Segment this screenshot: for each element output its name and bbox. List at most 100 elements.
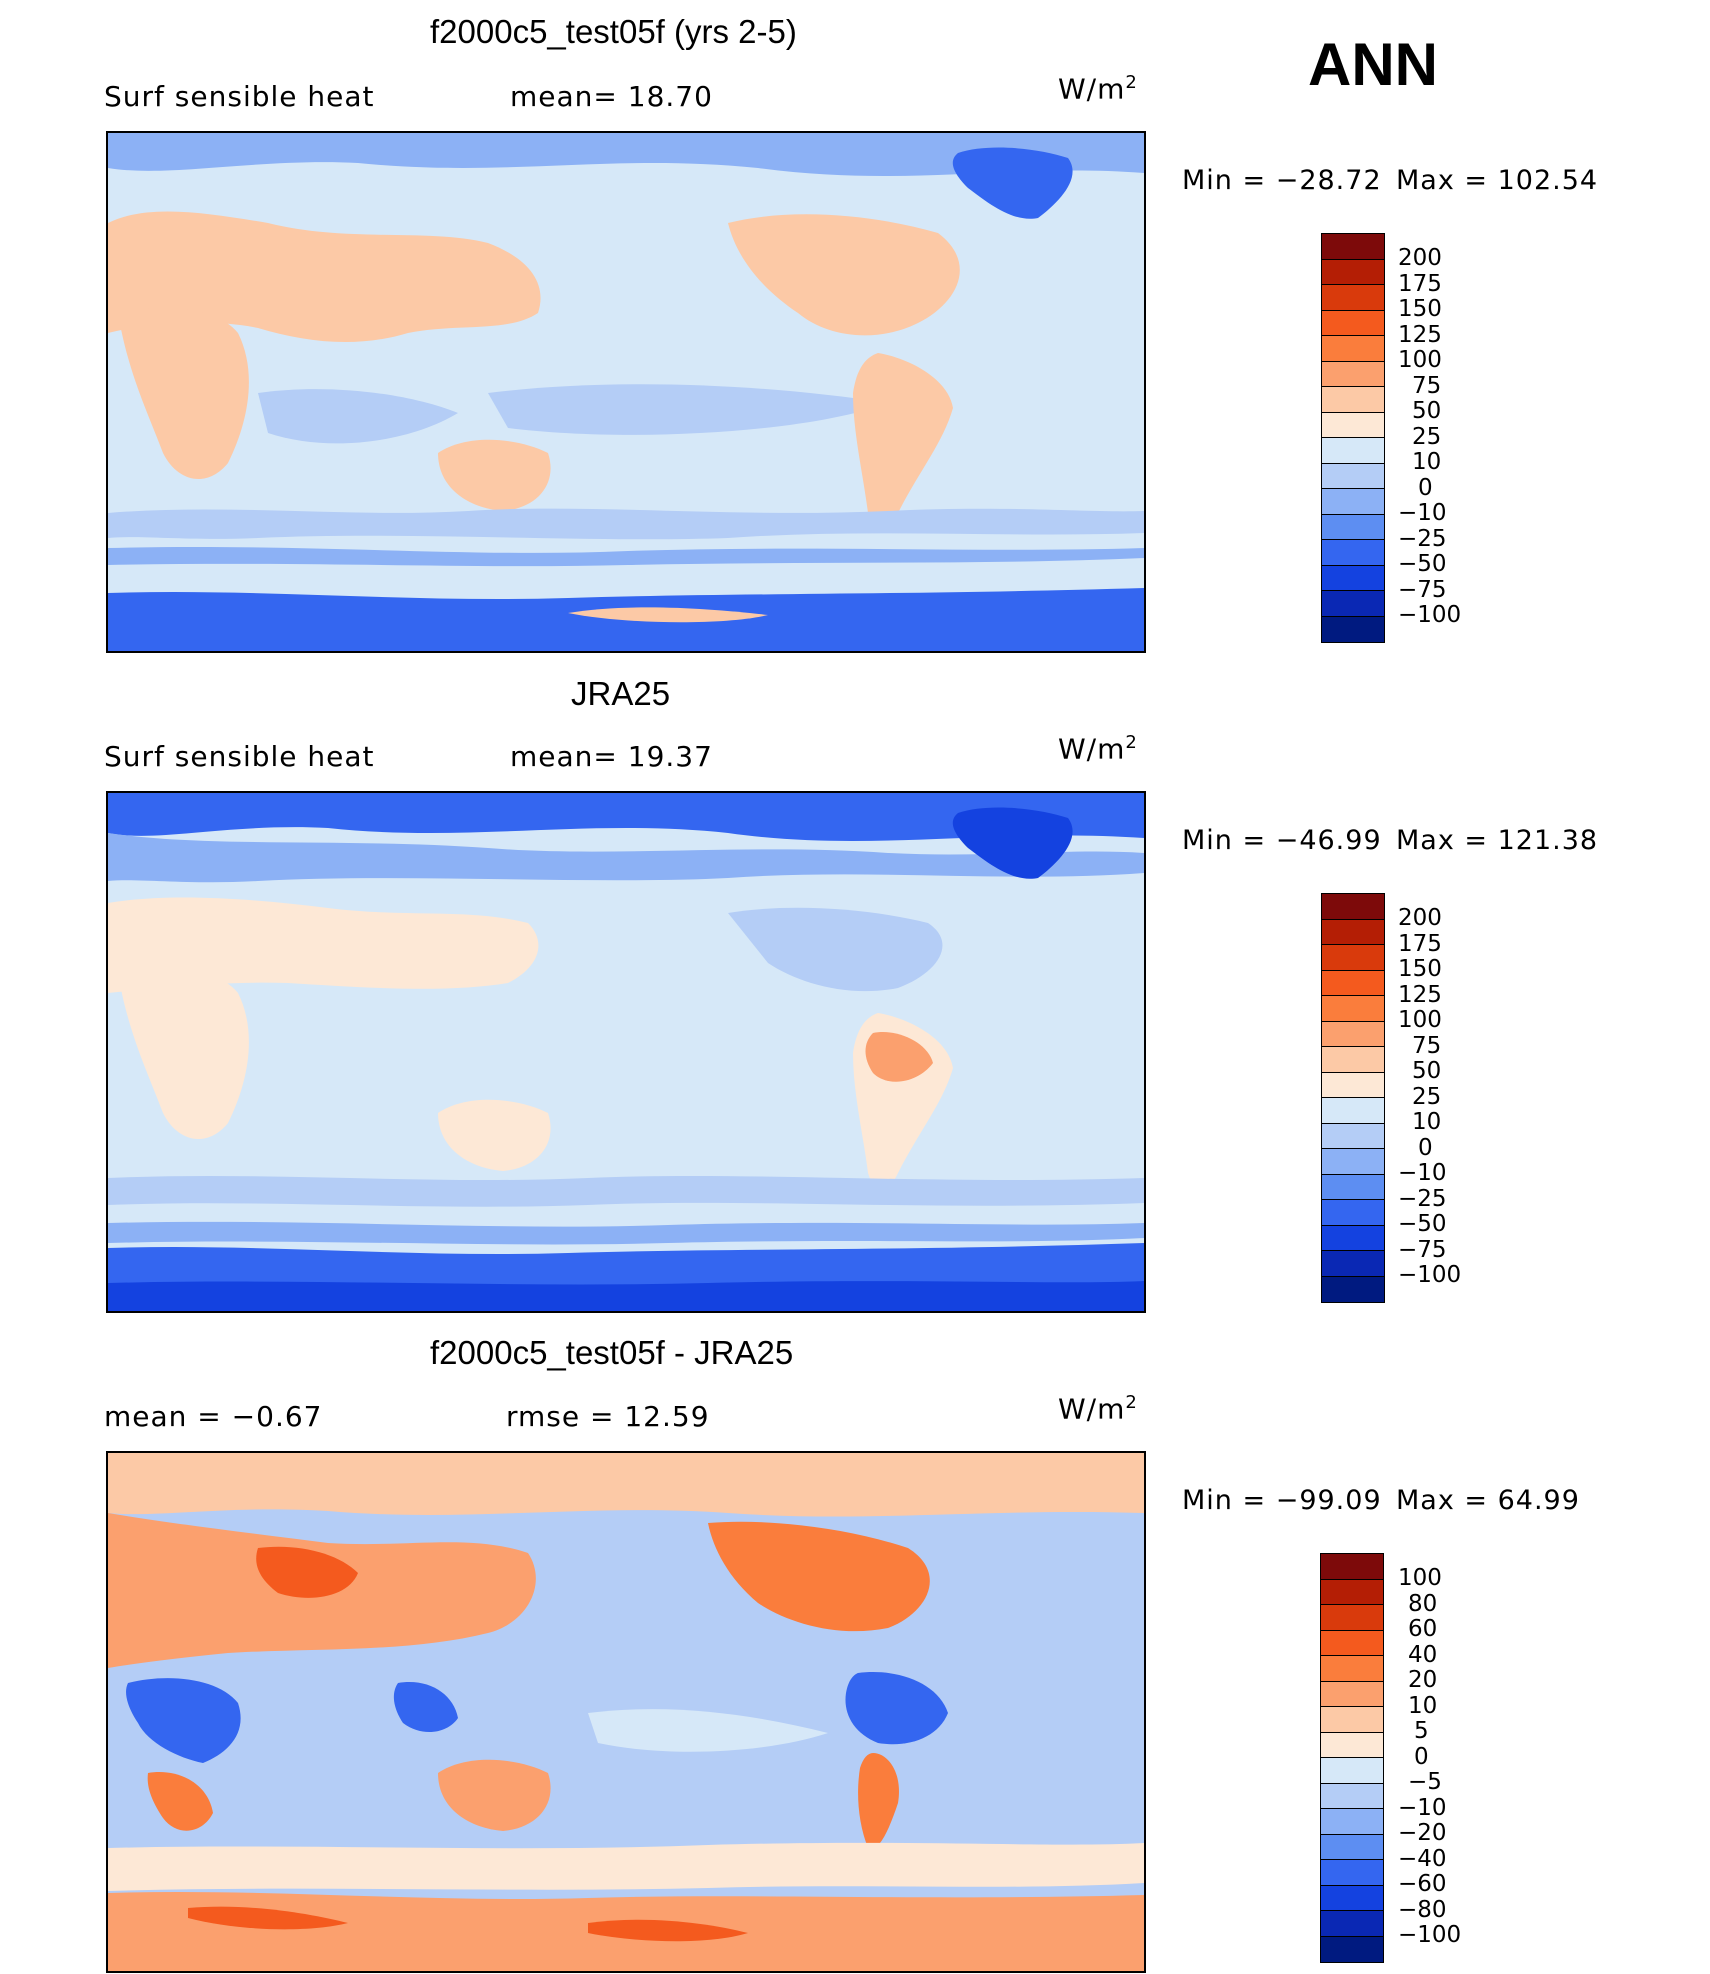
panel3-mean-label: mean = −0.67 <box>104 1400 323 1433</box>
colorbar-tick-label: 25 <box>1412 1083 1442 1110</box>
panel1-colorbar-swatch <box>1322 540 1384 566</box>
panel2-colorbar <box>1321 893 1385 1303</box>
panel3-colorbar-swatch <box>1321 1885 1383 1911</box>
colorbar-tick-label: −50 <box>1398 1211 1447 1237</box>
colorbar-tick-label: 5 <box>1414 1718 1429 1744</box>
colorbar-tick-label: 100 <box>1398 347 1442 373</box>
colorbar-tick-label: −25 <box>1398 525 1447 552</box>
panel3-colorbar-swatch <box>1321 1834 1383 1860</box>
colorbar-tick-label: 60 <box>1408 1616 1438 1642</box>
panel2-colorbar-swatch <box>1322 1225 1384 1251</box>
panel3-units: W/m2 <box>1058 1392 1138 1426</box>
colorbar-tick-label: −10 <box>1398 500 1447 526</box>
panel2-title: JRA25 <box>571 675 671 712</box>
panel3-colorbar-swatch <box>1321 1758 1383 1784</box>
panel2-variable-label: Surf sensible heat <box>104 740 375 773</box>
colorbar-tick-label: −50 <box>1398 551 1447 577</box>
colorbar-tick-label: 40 <box>1408 1641 1438 1668</box>
colorbar-tick-label: −5 <box>1408 1769 1442 1795</box>
colorbar-tick-label: 10 <box>1412 1109 1442 1135</box>
panel1-colorbar-swatch <box>1322 591 1384 617</box>
panel1-colorbar-swatch <box>1322 489 1384 515</box>
colorbar-tick-label: 125 <box>1398 321 1442 348</box>
colorbar-tick-label: 75 <box>1412 372 1442 399</box>
panel1-colorbar-swatch <box>1322 616 1384 642</box>
colorbar-tick-label: −10 <box>1398 1794 1447 1821</box>
panel3-colorbar-labels: 100 80 60 40 20 10 5 0 −5 −10 −20 −40 −6… <box>1398 1567 1478 1967</box>
panel2-colorbar-swatch <box>1322 919 1384 945</box>
colorbar-tick-label: −75 <box>1398 1236 1447 1263</box>
panel2-map <box>106 791 1146 1313</box>
panel2-max-label: Max = 121.38 <box>1396 825 1599 856</box>
colorbar-tick-label: 0 <box>1418 474 1433 501</box>
panel1-variable-label: Surf sensible heat <box>104 80 375 113</box>
panel1-colorbar-swatch <box>1322 310 1384 336</box>
colorbar-tick-label: 50 <box>1412 398 1442 424</box>
colorbar-tick-label: 175 <box>1398 270 1442 297</box>
panel1-colorbar-swatch <box>1322 285 1384 311</box>
panel1-title: f2000c5_test05f (yrs 2-5) <box>430 13 797 50</box>
panel1-max-label: Max = 102.54 <box>1396 165 1599 196</box>
colorbar-tick-label: 150 <box>1398 956 1442 982</box>
panel1-colorbar-swatch <box>1322 336 1384 362</box>
panel3-rmse-label: rmse = 12.59 <box>506 1400 710 1433</box>
panel1-colorbar-swatch <box>1322 259 1384 285</box>
colorbar-tick-label: 125 <box>1398 981 1442 1008</box>
colorbar-tick-label: −100 <box>1398 602 1462 628</box>
colorbar-tick-label: 100 <box>1398 1565 1442 1591</box>
colorbar-tick-label: 10 <box>1408 1692 1438 1719</box>
panel2-colorbar-swatch <box>1322 1021 1384 1047</box>
panel3-colorbar <box>1320 1553 1384 1963</box>
colorbar-tick-label: 10 <box>1412 449 1442 475</box>
panel3-min-label: Min = −99.09 <box>1182 1485 1382 1516</box>
panel2-colorbar-labels: 200 175 150 125 100 75 50 25 10 0 −10 −2… <box>1398 907 1478 1307</box>
panel1-colorbar <box>1321 233 1385 643</box>
colorbar-tick-label: 80 <box>1408 1590 1438 1617</box>
panel3-colorbar-swatch <box>1321 1630 1383 1656</box>
panel1-colorbar-swatch <box>1322 387 1384 413</box>
panel3-colorbar-swatch <box>1321 1605 1383 1631</box>
colorbar-tick-label: 200 <box>1398 245 1442 271</box>
panel2-colorbar-swatch <box>1322 1098 1384 1124</box>
panel2-colorbar-swatch <box>1322 970 1384 996</box>
panel3-colorbar-swatch <box>1321 1681 1383 1707</box>
panel2-colorbar-swatch <box>1322 1123 1384 1149</box>
panel1-colorbar-swatch <box>1322 412 1384 438</box>
panel3-colorbar-swatch <box>1321 1783 1383 1809</box>
colorbar-tick-label: −10 <box>1398 1160 1447 1186</box>
panel2-colorbar-swatch <box>1322 996 1384 1022</box>
panel2-mean-label: mean= 19.37 <box>510 740 713 773</box>
panel2-colorbar-swatch <box>1322 1200 1384 1226</box>
colorbar-tick-label: 75 <box>1412 1032 1442 1059</box>
colorbar-tick-label: −80 <box>1398 1896 1447 1923</box>
colorbar-tick-label: 20 <box>1408 1667 1438 1693</box>
panel2-colorbar-swatch <box>1322 1276 1384 1302</box>
colorbar-tick-label: −20 <box>1398 1820 1447 1846</box>
panel1-colorbar-labels: 200 175 150 125 100 75 50 25 10 0 −10 −2… <box>1398 247 1478 647</box>
panel3-colorbar-swatch <box>1321 1579 1383 1605</box>
colorbar-tick-label: 175 <box>1398 930 1442 957</box>
panel2-colorbar-swatch <box>1322 1072 1384 1098</box>
panel1-colorbar-swatch <box>1322 565 1384 591</box>
colorbar-tick-label: −40 <box>1398 1845 1447 1872</box>
colorbar-tick-label: 100 <box>1398 1007 1442 1033</box>
panel1-mean-label: mean= 18.70 <box>510 80 713 113</box>
panel3-colorbar-swatch <box>1321 1809 1383 1835</box>
panel3-map <box>106 1451 1146 1973</box>
season-label: ANN <box>1308 31 1438 98</box>
panel1-min-label: Min = −28.72 <box>1182 165 1382 196</box>
panel3-colorbar-swatch <box>1321 1656 1383 1682</box>
panel3-colorbar-swatch <box>1321 1911 1383 1937</box>
panel1-colorbar-swatch <box>1322 234 1384 260</box>
colorbar-tick-label: 200 <box>1398 905 1442 931</box>
colorbar-tick-label: 150 <box>1398 296 1442 322</box>
panel3-colorbar-swatch <box>1321 1707 1383 1733</box>
panel3-colorbar-swatch <box>1321 1860 1383 1886</box>
colorbar-tick-label: −100 <box>1398 1922 1462 1948</box>
colorbar-tick-label: 50 <box>1412 1058 1442 1084</box>
colorbar-tick-label: 0 <box>1418 1134 1433 1161</box>
colorbar-tick-label: −100 <box>1398 1262 1462 1288</box>
panel2-colorbar-swatch <box>1322 894 1384 920</box>
panel1-map <box>106 131 1146 653</box>
panel3-max-label: Max = 64.99 <box>1396 1485 1580 1516</box>
